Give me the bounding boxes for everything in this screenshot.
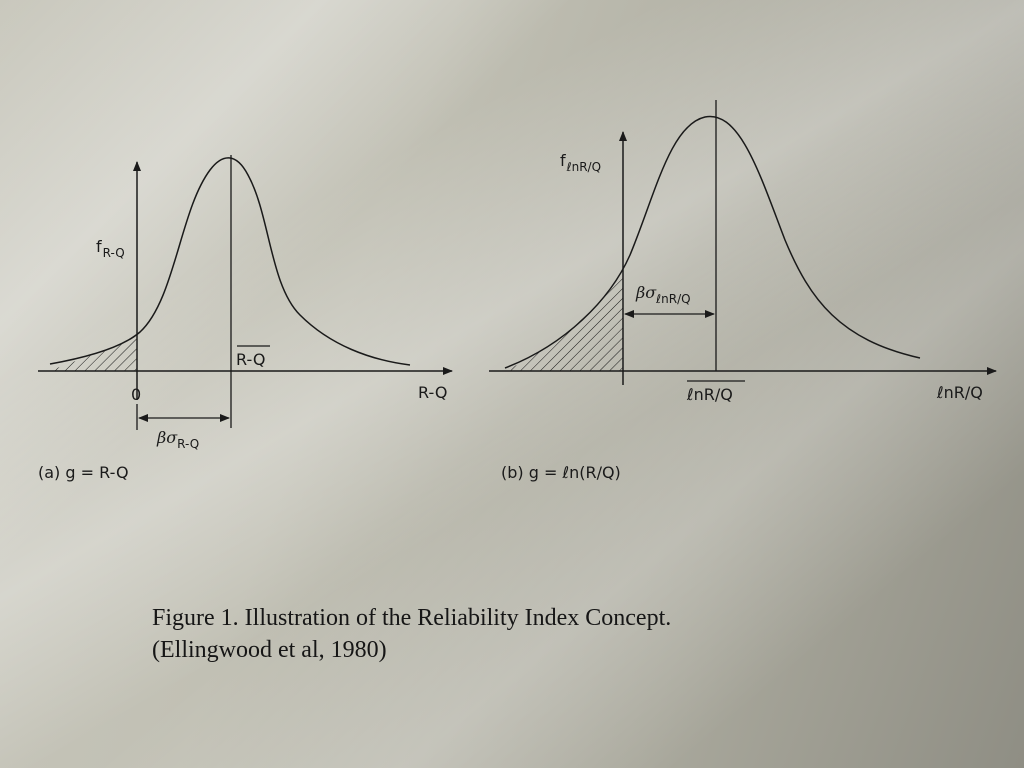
failure-region-b [505, 275, 623, 371]
y-label-b: fℓnR/Q [560, 151, 601, 174]
panel-b-caption: (b) g = ℓn(R/Q) [501, 463, 621, 482]
zero-label-a: 0 [131, 385, 141, 404]
caption-line-2: (Ellingwood et al, 1980) [152, 637, 387, 663]
y-label-a: fR-Q [96, 237, 125, 260]
panel-a-caption: (a) g = R-Q [38, 463, 129, 482]
panel-a: fR-Q 0 R-Q R-Q βσR-Q (a) g = R-Q [38, 155, 453, 482]
mean-label-b: ℓnR/Q [686, 385, 733, 404]
figure-caption: Figure 1. Illustration of the Reliabilit… [152, 602, 912, 666]
x-axis-label-b: ℓnR/Q [936, 383, 983, 402]
failure-region-a [50, 336, 137, 371]
pdf-curve-b [504, 115, 921, 369]
beta-sigma-label-a: βσR-Q [156, 428, 199, 451]
pdf-curve-a [49, 157, 411, 366]
x-axis-label-a: R-Q [418, 383, 447, 402]
panel-b: fℓnR/Q βσℓnR/Q ℓnR/Q ℓnR/Q (b) g = ℓn(R/… [489, 100, 997, 482]
mean-label-a: R-Q [236, 350, 265, 369]
caption-line-1: Figure 1. Illustration of the Reliabilit… [152, 605, 672, 631]
beta-sigma-label-b: βσℓnR/Q [635, 283, 691, 306]
